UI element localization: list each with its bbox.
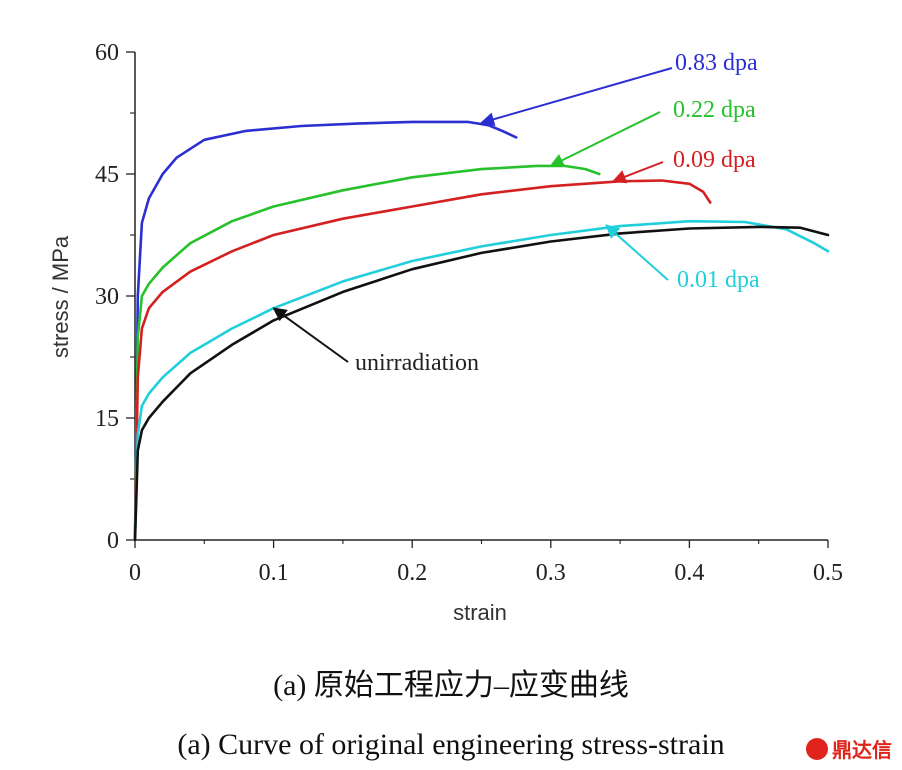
x-axis-label: strain xyxy=(453,600,507,625)
y-tick-label: 15 xyxy=(95,406,119,432)
x-tick-label: 0.4 xyxy=(674,560,704,586)
annotation-arrow xyxy=(611,161,664,184)
series-annotations: 0.83 dpa 0.22 dpa 0.09 dpa 0.01 dpa unirradi… xyxy=(272,50,760,376)
series-label: 0.22 dpa xyxy=(673,97,756,123)
y-axis-label: stress / MPa xyxy=(48,235,73,358)
series-lines xyxy=(133,120,830,542)
series-line xyxy=(133,219,830,542)
x-tick-label: 0.3 xyxy=(536,560,566,586)
series-line xyxy=(133,179,712,542)
series-label: 0.83 dpa xyxy=(675,50,758,76)
figure-caption-chinese: (a) 原始工程应力–应变曲线 xyxy=(273,669,629,702)
series-label: unirradiation xyxy=(355,350,479,376)
watermark-text: 鼎达信 xyxy=(832,738,892,762)
y-tick-label: 0 xyxy=(107,528,119,554)
logo-icon xyxy=(806,737,828,760)
series-line xyxy=(133,120,518,542)
axes: 0 0.1 0.2 0.3 0.4 0.5 0 15 30 45 60 xyxy=(95,40,843,586)
series-label: 0.09 dpa xyxy=(673,147,756,173)
annotation-arrow xyxy=(272,307,349,363)
series-line xyxy=(133,225,830,542)
y-tick-label: 30 xyxy=(95,284,119,310)
x-tick-label: 0 xyxy=(129,560,141,586)
series-label: 0.01 dpa xyxy=(677,267,760,293)
x-tick-label: 0.1 xyxy=(259,560,289,586)
annotation-arrow xyxy=(480,67,673,127)
figure-caption-english: (a) Curve of original engineering stress… xyxy=(177,728,725,761)
watermark-logo: 鼎达信 xyxy=(806,734,892,763)
y-tick-label: 45 xyxy=(95,162,119,188)
x-tick-label: 0.2 xyxy=(397,560,427,586)
annotation-arrow xyxy=(549,111,661,167)
annotation-arrow xyxy=(605,224,669,281)
stress-strain-chart: 0 0.1 0.2 0.3 0.4 0.5 0 15 30 45 60 0.83 dpa 0.22 d… xyxy=(48,40,843,625)
y-tick-label: 60 xyxy=(95,40,119,66)
x-tick-label: 0.5 xyxy=(813,560,843,586)
